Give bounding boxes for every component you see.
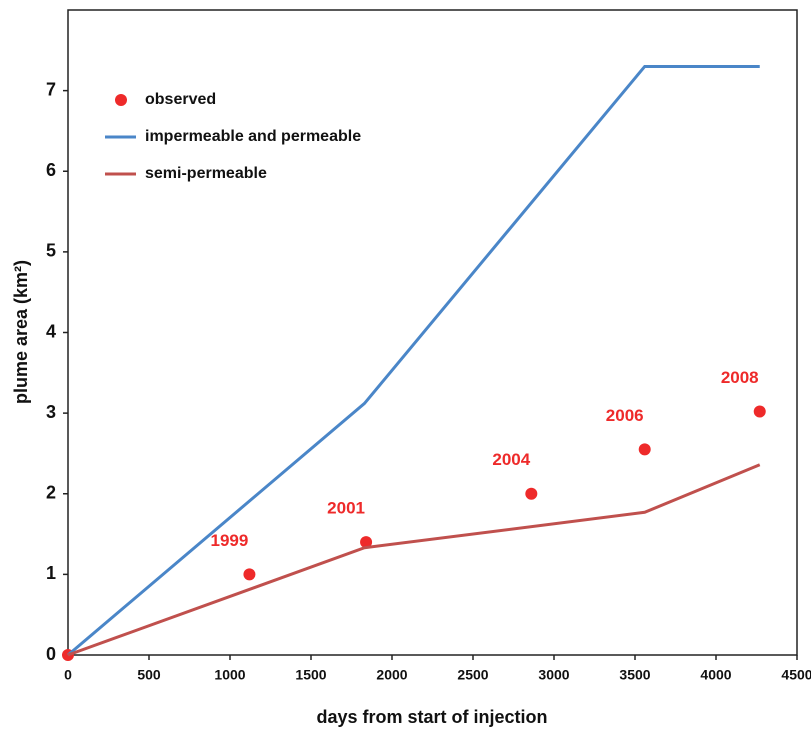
data-point [525, 487, 538, 500]
series-line [67, 64, 760, 657]
x-tick-label: 3000 [538, 667, 569, 683]
legend-swatch [115, 94, 127, 106]
y-tick-label: 6 [46, 160, 56, 180]
y-axis-label: plume area (km²) [11, 260, 31, 404]
point-label: 1999 [211, 531, 249, 550]
x-tick-label: 500 [137, 667, 161, 683]
series-line [67, 463, 761, 657]
legend-label: semi-permeable [145, 165, 267, 182]
x-tick-label: 4000 [700, 667, 731, 683]
x-tick-label: 1000 [214, 667, 245, 683]
y-tick-label: 0 [46, 644, 56, 664]
data-point [638, 443, 651, 456]
y-tick-label: 5 [46, 241, 56, 261]
data-point [243, 568, 256, 581]
point-label: 2004 [492, 450, 530, 469]
y-tick-label: 3 [46, 402, 56, 422]
x-axis-label: days from start of injection [316, 707, 547, 727]
point-label: 2008 [721, 368, 759, 387]
x-tick-label: 2500 [457, 667, 488, 683]
x-tick-label: 3500 [619, 667, 650, 683]
data-point [360, 536, 373, 549]
data-point [753, 405, 766, 418]
point-label: 2001 [327, 499, 365, 518]
y-tick-label: 2 [46, 483, 56, 503]
y-tick-label: 1 [46, 563, 56, 583]
legend-label: observed [145, 91, 216, 108]
y-tick-label: 7 [46, 79, 56, 99]
x-tick-label: 4500 [781, 667, 811, 683]
x-tick-label: 2000 [376, 667, 407, 683]
point-label: 2006 [606, 406, 644, 425]
x-tick-label: 1500 [295, 667, 326, 683]
y-tick-label: 4 [46, 321, 56, 341]
legend-label: impermeable and permeable [145, 128, 361, 145]
x-tick-label: 0 [64, 667, 72, 683]
